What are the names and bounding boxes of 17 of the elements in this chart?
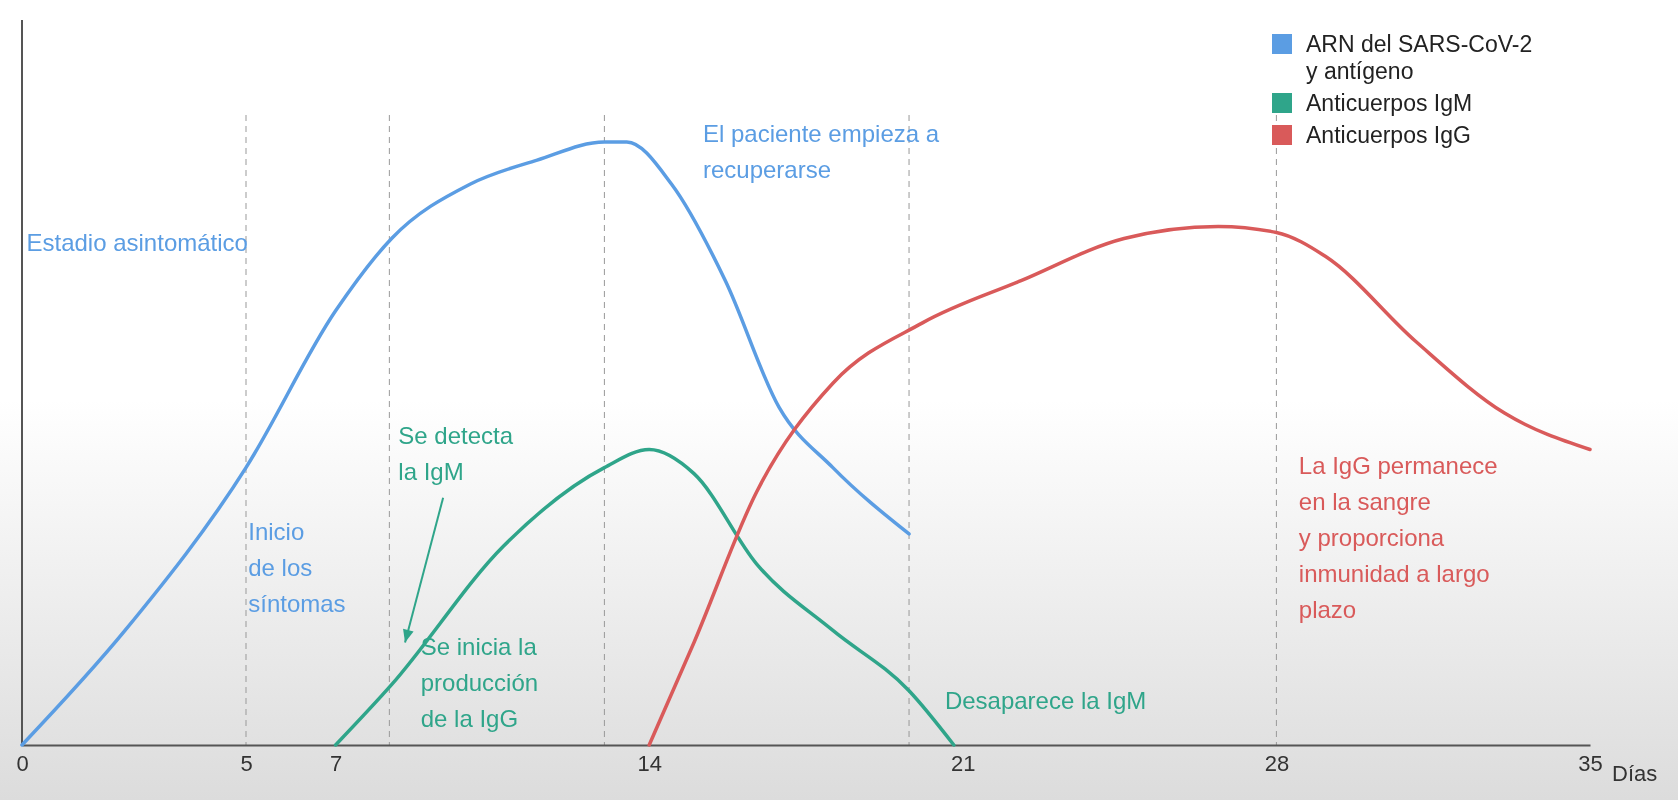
x-tick-label: 28	[1264, 750, 1290, 776]
x-tick-label: 0	[16, 750, 29, 776]
x-tick-label: 35	[1578, 750, 1603, 776]
x-axis-title: Días	[1612, 761, 1658, 786]
legend-label: Anticuerpos IgG	[1306, 122, 1471, 148]
x-tick-label: 5	[240, 750, 253, 776]
legend-label: ARN del SARS-CoV-2 y antígeno	[1306, 31, 1533, 84]
annotation: Se detecta la IgM	[398, 421, 514, 485]
x-tick-label: 21	[951, 750, 976, 776]
annotation: Estadio asintomático	[26, 228, 248, 256]
annotation: El paciente empieza a recuperarse	[702, 120, 940, 183]
x-tick-label: 14	[637, 750, 662, 776]
annotation: La IgG permanece en la sangre y proporciona inmunidad a largo plazo	[1298, 451, 1498, 623]
x-tick-label: 7	[329, 750, 343, 776]
annotation: Inicio de los síntomas	[248, 517, 346, 617]
annotation: Desaparece la IgM	[944, 686, 1147, 714]
legend-label: Anticuerpos IgM	[1306, 90, 1473, 116]
